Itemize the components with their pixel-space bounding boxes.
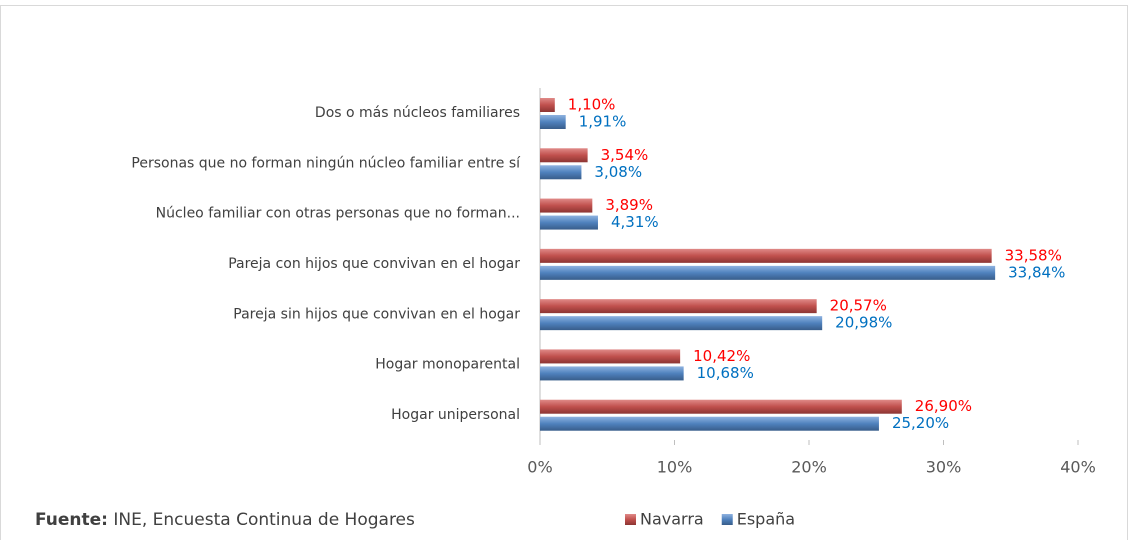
chart-frame xyxy=(0,5,1128,540)
y-tick-label: Hogar unipersonal xyxy=(391,407,520,423)
bar xyxy=(540,299,817,314)
source-label: Fuente: xyxy=(35,510,108,530)
y-tick-label: Pareja con hijos que convivan en el hoga… xyxy=(228,256,520,272)
bar xyxy=(540,115,566,129)
y-tick-label: Personas que no forman ningún núcleo fam… xyxy=(131,155,521,171)
x-tick-label: 20% xyxy=(791,458,827,477)
y-tick-label: Dos o más núcleos familiares xyxy=(315,105,520,121)
bar xyxy=(540,248,992,263)
value-label: 4,31% xyxy=(611,213,659,231)
bar xyxy=(540,148,588,163)
y-tick-label: Pareja sin hijos que convivan en el hoga… xyxy=(233,306,520,322)
value-label: 20,57% xyxy=(830,297,887,315)
bar xyxy=(540,416,879,431)
bar xyxy=(540,366,684,381)
value-label: 25,20% xyxy=(892,414,949,432)
bar xyxy=(540,316,823,331)
x-tick-label: 10% xyxy=(657,458,693,477)
value-label: 33,84% xyxy=(1008,263,1065,281)
y-tick-label: Núcleo familiar con otras personas que n… xyxy=(156,206,520,222)
value-label: 3,89% xyxy=(605,196,653,214)
value-label: 33,58% xyxy=(1005,246,1062,264)
value-label: 3,54% xyxy=(601,146,649,164)
bar xyxy=(540,215,598,230)
bar xyxy=(540,399,902,414)
value-label: 10,42% xyxy=(693,347,750,365)
legend-swatch xyxy=(721,514,733,525)
source-text: INE, Encuesta Continua de Hogares xyxy=(113,510,415,530)
value-label: 20,98% xyxy=(835,314,892,332)
x-tick-label: 0% xyxy=(527,458,552,477)
legend-swatch xyxy=(625,514,636,525)
bar xyxy=(540,98,555,112)
bar xyxy=(540,265,996,280)
x-tick-label: 30% xyxy=(926,458,962,477)
bar xyxy=(540,349,681,364)
legend-label: España xyxy=(737,510,795,529)
value-label: 10,68% xyxy=(697,364,754,382)
value-label: 1,91% xyxy=(579,113,627,131)
legend-label: Navarra xyxy=(640,510,704,529)
value-label: 26,90% xyxy=(915,397,972,415)
bar xyxy=(540,198,593,213)
source: Fuente: INE, Encuesta Continua de Hogare… xyxy=(35,510,415,530)
y-tick-label: Hogar monoparental xyxy=(375,357,520,373)
bar xyxy=(540,165,582,180)
value-label: 1,10% xyxy=(568,96,616,114)
value-label: 3,08% xyxy=(594,163,642,181)
x-tick-label: 40% xyxy=(1060,458,1096,477)
